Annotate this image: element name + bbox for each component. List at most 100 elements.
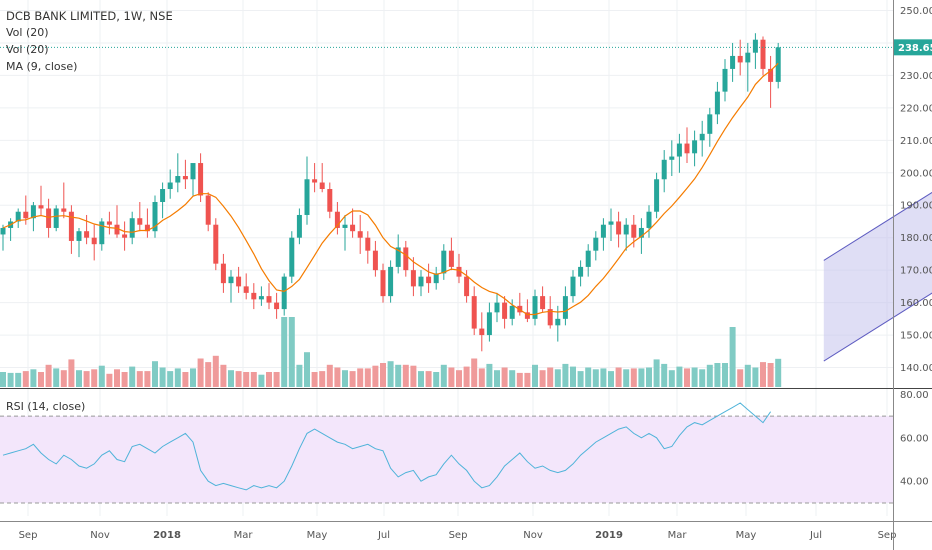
candle-body [365, 237, 371, 251]
volume-bar [304, 352, 310, 387]
candle-body [737, 55, 743, 63]
volume-bar [98, 365, 105, 387]
volume-bar [577, 371, 584, 387]
price-channel [823, 191, 932, 362]
volume-bar [53, 368, 60, 387]
volume-bar [516, 372, 523, 387]
price-tick-label: 160.00 [900, 298, 932, 309]
channel-upper-line [823, 191, 932, 261]
candle-body [289, 237, 295, 277]
volume-bar [129, 366, 136, 387]
price-tick-label: 210.00 [900, 136, 932, 147]
volume-bar [570, 366, 576, 387]
candle-body [372, 250, 378, 271]
volume-bar [501, 367, 508, 387]
candle-body [570, 276, 576, 297]
time-tick-label: Mar [668, 530, 688, 541]
volume-bar [30, 369, 37, 387]
volume-bar [190, 368, 196, 387]
volume-bar [144, 371, 151, 387]
volume-bar [334, 367, 341, 387]
volume-bar [646, 367, 652, 387]
candle-body [220, 263, 226, 284]
candle-body [410, 270, 416, 287]
volume-bar [699, 369, 706, 387]
volume-bar [182, 372, 189, 387]
candle-body [357, 231, 363, 238]
volume-bar [737, 369, 744, 387]
volume-bar [676, 366, 683, 387]
candle-body [388, 266, 394, 297]
time-tick-label: Nov [90, 530, 110, 541]
volume-bar [775, 358, 782, 387]
volume-bar [258, 374, 265, 387]
moving-average-label[interactable]: MA (9, close) [6, 60, 78, 73]
volume-indicator-label-2[interactable]: Vol (20) [6, 43, 49, 56]
volume-bar [45, 364, 52, 387]
volume-bar [22, 371, 29, 387]
price-tick-label: 180.00 [900, 233, 932, 244]
volume-bar [547, 367, 554, 387]
volume-bar [106, 373, 113, 387]
volume-bar [235, 371, 242, 387]
rsi-tick-label: 80.00 [900, 390, 929, 401]
volume-bar [288, 317, 295, 387]
candle-body [593, 237, 599, 251]
price-tick-label: 150.00 [900, 331, 932, 342]
volume-bar [585, 367, 592, 387]
volume-bar [372, 365, 379, 387]
candle-body [699, 133, 705, 141]
time-tick-label: Jul [809, 530, 822, 541]
volume-bar [524, 372, 531, 387]
time-tick-label: Sep [878, 530, 897, 541]
candle-body [448, 250, 454, 267]
candle-body [68, 211, 74, 241]
volume-bar [212, 355, 219, 387]
volume-bar [509, 370, 516, 387]
time-tick-label: Jul [377, 530, 390, 541]
volume-bar [410, 365, 417, 387]
volume-bar [281, 317, 288, 387]
volume-bar [243, 372, 250, 387]
time-tick-label: Mar [234, 530, 254, 541]
rsi-label[interactable]: RSI (14, close) [6, 400, 86, 413]
candle-body [129, 218, 135, 238]
candle-body [61, 208, 67, 212]
volume-bar [296, 364, 303, 387]
volume-bar [661, 363, 668, 387]
candle-body [464, 276, 470, 297]
price-tick-label: 200.00 [900, 168, 932, 179]
candle-body [600, 224, 606, 238]
candles[interactable] [0, 33, 781, 352]
time-tick-label: Sep [449, 530, 468, 541]
volume-bar [121, 372, 128, 387]
volume-bar [159, 367, 166, 387]
ma-path [2, 62, 779, 316]
volume-bar [706, 364, 713, 387]
volume-bar [433, 372, 440, 387]
volume-indicator-label[interactable]: Vol (20) [6, 26, 49, 39]
volume-bar [744, 364, 751, 387]
price-tick-label: 230.00 [900, 71, 932, 82]
candle-body [752, 39, 758, 53]
price-tick-label: 140.00 [900, 363, 932, 374]
volume-bar [76, 370, 82, 387]
candle-body [342, 224, 348, 228]
volume-bar [250, 372, 257, 387]
candle-body [296, 214, 302, 238]
rsi-band [0, 416, 893, 503]
volume-bar [760, 362, 766, 387]
candle-body [486, 312, 492, 336]
candle-body [160, 189, 166, 202]
volume-bar [326, 364, 333, 387]
volume-bar [592, 369, 599, 387]
candle-body [327, 189, 333, 212]
candle-body [213, 224, 219, 264]
volume-bar [425, 371, 432, 387]
candle-body [198, 163, 204, 196]
candle-body [433, 273, 439, 284]
volume-bar [478, 368, 485, 387]
volume-bar [539, 370, 546, 387]
